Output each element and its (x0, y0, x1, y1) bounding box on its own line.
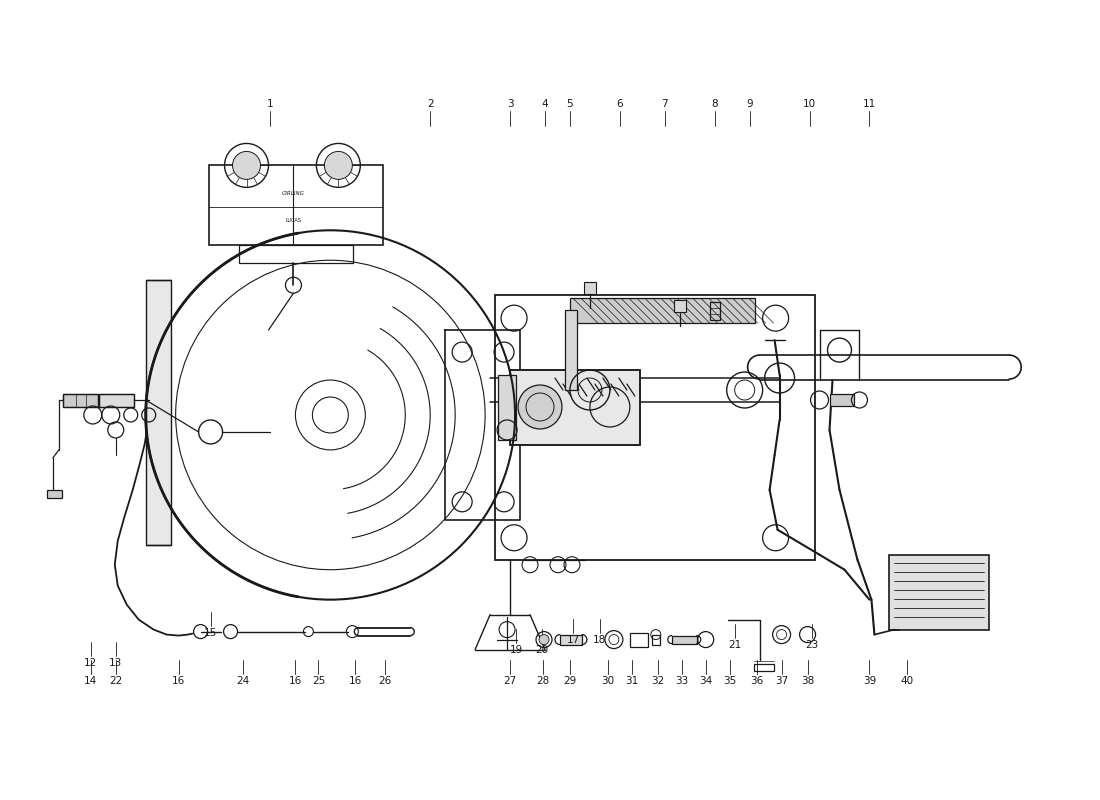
Text: 31: 31 (625, 675, 638, 686)
Text: 37: 37 (776, 675, 789, 686)
Text: 13: 13 (109, 658, 122, 667)
Text: 25: 25 (311, 675, 324, 686)
Circle shape (232, 151, 261, 179)
Bar (99, 394, 134, 407)
Text: 23: 23 (805, 639, 818, 650)
Text: 15: 15 (204, 628, 217, 638)
Bar (145, 280, 170, 545)
Bar (630, 633, 648, 646)
Circle shape (324, 151, 352, 179)
Bar (710, 302, 719, 320)
Bar (209, 166, 383, 246)
Bar (510, 370, 640, 445)
Text: 2: 2 (427, 98, 433, 109)
Text: 33: 33 (675, 675, 689, 686)
Text: LUCAS: LUCAS (286, 218, 301, 223)
Bar (63, 394, 98, 407)
Bar (652, 634, 660, 645)
Text: 16: 16 (172, 675, 185, 686)
Text: 26: 26 (378, 675, 392, 686)
Bar (829, 394, 855, 406)
Text: 34: 34 (700, 675, 713, 686)
Bar (890, 554, 989, 630)
Text: GIRLING: GIRLING (282, 191, 305, 196)
Text: 36: 36 (750, 675, 763, 686)
Text: 16: 16 (349, 675, 362, 686)
Text: 12: 12 (85, 658, 98, 667)
Text: 18: 18 (593, 634, 606, 645)
Bar (565, 310, 578, 390)
Text: 9: 9 (746, 98, 754, 109)
Text: 39: 39 (862, 675, 876, 686)
Text: 8: 8 (712, 98, 718, 109)
Text: 16: 16 (289, 675, 302, 686)
Text: 19: 19 (509, 645, 522, 654)
Text: 6: 6 (617, 98, 624, 109)
Text: 7: 7 (661, 98, 668, 109)
Bar (498, 375, 516, 440)
Text: 1: 1 (267, 98, 274, 109)
Bar (510, 370, 640, 445)
Bar (560, 634, 582, 645)
Text: 20: 20 (536, 645, 549, 654)
Bar (754, 663, 773, 670)
Text: 10: 10 (803, 98, 816, 109)
Bar (584, 282, 596, 294)
Text: 28: 28 (537, 675, 550, 686)
Text: 29: 29 (563, 675, 576, 686)
Text: 21: 21 (728, 639, 741, 650)
Text: 27: 27 (504, 675, 517, 686)
Bar (239, 246, 353, 263)
Text: 3: 3 (507, 98, 514, 109)
Text: 24: 24 (235, 675, 250, 686)
Text: 14: 14 (85, 675, 98, 686)
Bar (672, 635, 696, 643)
Text: 11: 11 (862, 98, 876, 109)
Text: 5: 5 (566, 98, 573, 109)
Bar (570, 298, 755, 323)
Circle shape (539, 634, 549, 645)
Text: 40: 40 (901, 675, 914, 686)
Bar (47, 490, 62, 498)
Text: 4: 4 (541, 98, 548, 109)
Bar (63, 394, 98, 407)
Circle shape (518, 385, 562, 429)
Text: 30: 30 (602, 675, 615, 686)
Bar (99, 394, 134, 407)
Bar (495, 295, 814, 560)
Text: 32: 32 (651, 675, 664, 686)
Bar (674, 300, 685, 312)
Text: 22: 22 (109, 675, 122, 686)
Text: 38: 38 (801, 675, 814, 686)
Text: 35: 35 (723, 675, 736, 686)
Text: 17: 17 (566, 634, 580, 645)
